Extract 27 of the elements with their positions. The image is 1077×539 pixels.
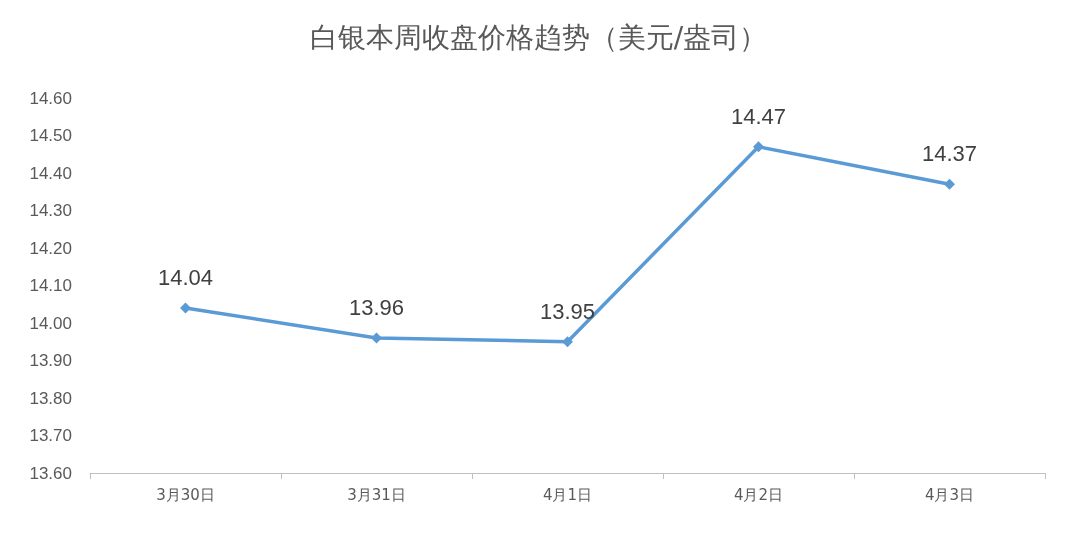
data-label: 13.95 [539,298,596,324]
y-tick-label: 14.20 [29,238,72,258]
y-tick-label: 13.60 [29,463,72,483]
x-tick-label: 3月31日 [347,485,406,504]
y-tick-label: 14.30 [29,201,72,220]
y-tick-label: 14.60 [29,88,72,108]
y-tick-label: 13.80 [29,388,72,408]
point [562,336,573,348]
point [180,302,191,314]
y-tick-label: 14.50 [29,126,72,145]
x-tick-label: 4月2日 [733,485,784,504]
chart-title: 白银本周收盘价格趋势（美元/盎司） [309,20,768,54]
y-tick-label: 14.00 [29,313,72,333]
data-label: 14.47 [730,103,787,129]
y-tick-label: 13.90 [29,351,72,370]
x-tick-label: 4月3日 [924,485,975,504]
data-label: 14.37 [921,141,978,167]
y-tick-label: 14.10 [29,276,72,295]
point [753,141,764,153]
x-tick-label: 4月1日 [542,485,593,504]
point [944,178,955,190]
data-label: 14.04 [157,265,214,290]
y-tick-label: 14.40 [29,163,72,183]
x-tick-label: 3月30日 [156,485,215,504]
y-tick-label: 13.70 [29,426,72,445]
data-label: 13.96 [348,295,405,320]
point [371,332,382,344]
